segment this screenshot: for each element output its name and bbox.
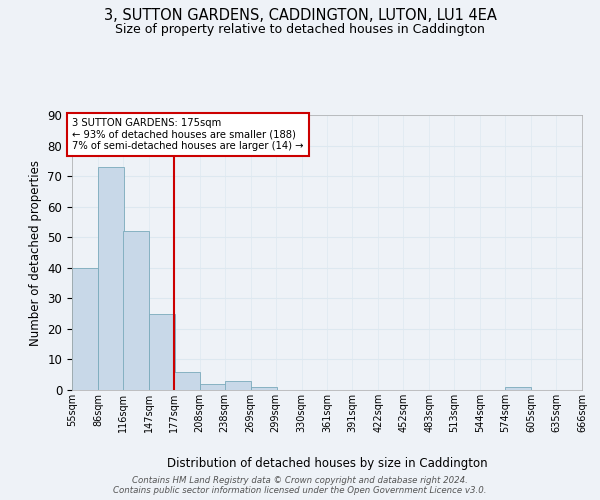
Bar [149, 314, 175, 390]
Bar [98, 167, 124, 390]
Bar [225, 381, 251, 390]
Bar [505, 387, 531, 390]
Bar [174, 372, 200, 390]
Text: 3 SUTTON GARDENS: 175sqm
← 93% of detached houses are smaller (188)
7% of semi-d: 3 SUTTON GARDENS: 175sqm ← 93% of detach… [72, 118, 304, 152]
Bar [72, 268, 98, 390]
Bar [123, 231, 149, 390]
Y-axis label: Number of detached properties: Number of detached properties [29, 160, 42, 346]
Text: Size of property relative to detached houses in Caddington: Size of property relative to detached ho… [115, 22, 485, 36]
Bar [251, 387, 277, 390]
Text: 3, SUTTON GARDENS, CADDINGTON, LUTON, LU1 4EA: 3, SUTTON GARDENS, CADDINGTON, LUTON, LU… [104, 8, 496, 22]
Bar [200, 384, 226, 390]
Text: Contains HM Land Registry data © Crown copyright and database right 2024.
Contai: Contains HM Land Registry data © Crown c… [113, 476, 487, 495]
Text: Distribution of detached houses by size in Caddington: Distribution of detached houses by size … [167, 458, 487, 470]
